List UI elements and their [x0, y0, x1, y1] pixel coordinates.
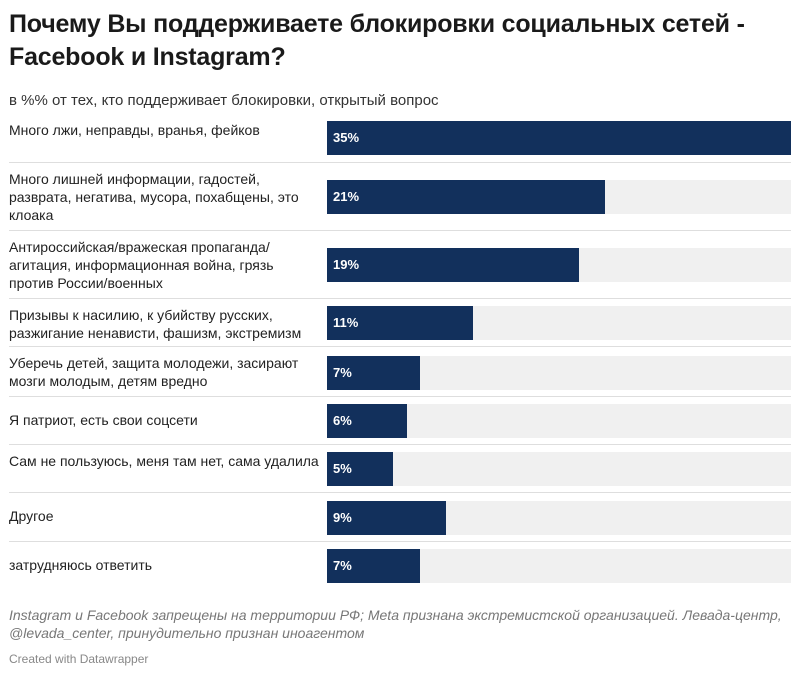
- bar-track: 7%: [327, 549, 791, 583]
- bar-track: 19%: [327, 248, 791, 282]
- category-label: Другое: [9, 508, 54, 524]
- bar: 5%: [327, 452, 393, 486]
- bar: 21%: [327, 180, 605, 214]
- bar-value-label: 9%: [333, 510, 352, 525]
- bar-track: 6%: [327, 404, 791, 438]
- bar-track: 11%: [327, 306, 791, 340]
- bar-value-label: 35%: [333, 130, 360, 145]
- category-label: Уберечь детей, защита молодежи, засирают…: [9, 355, 299, 389]
- bar-value-label: 6%: [333, 413, 352, 428]
- chart-row: Призывы к насилию, к убийству русских, р…: [9, 300, 791, 347]
- bar-track: 7%: [327, 356, 791, 390]
- category-label: Много лишней информации, гадостей, развр…: [9, 171, 299, 223]
- bar-value-label: 7%: [333, 558, 352, 573]
- chart-row: Много лжи, неправды, вранья, фейков 35%: [9, 116, 791, 163]
- category-label: Сам не пользуюсь, меня там нет, сама уда…: [9, 453, 319, 469]
- bar: 6%: [327, 404, 407, 438]
- datawrapper-credit: Created with Datawrapper: [9, 652, 149, 666]
- chart-row: Я патриот, есть свои соцсети 6%: [9, 398, 791, 445]
- category-label: Антироссийская/вражеская пропаганда/ аги…: [9, 239, 274, 291]
- bar: 11%: [327, 306, 473, 340]
- bar-track: 21%: [327, 180, 791, 214]
- bar: 7%: [327, 356, 420, 390]
- bar: 9%: [327, 501, 446, 535]
- bar-value-label: 19%: [333, 257, 360, 272]
- bar-track: 35%: [327, 121, 791, 155]
- bar: 19%: [327, 248, 579, 282]
- bar-value-label: 11%: [333, 315, 359, 330]
- bar-track: 9%: [327, 501, 791, 535]
- chart-row: Антироссийская/вражеская пропаганда/ аги…: [9, 232, 791, 299]
- chart-row: Другое 9%: [9, 494, 791, 542]
- chart-row: Сам не пользуюсь, меня там нет, сама уда…: [9, 446, 791, 493]
- bar-track: 5%: [327, 452, 791, 486]
- chart-row: затрудняюсь ответить 7%: [9, 543, 791, 589]
- category-label: Я патриот, есть свои соцсети: [9, 412, 198, 428]
- bar: 7%: [327, 549, 420, 583]
- category-label: Много лжи, неправды, вранья, фейков: [9, 122, 260, 138]
- bar: 35%: [327, 121, 791, 155]
- chart-title: Почему Вы поддерживаете блокировки социа…: [9, 10, 745, 71]
- bar-value-label: 7%: [333, 365, 352, 380]
- bar-value-label: 5%: [333, 461, 352, 476]
- chart-row: Много лишней информации, гадостей, развр…: [9, 164, 791, 231]
- chart-footnote: Instagram и Facebook запрещены на террит…: [9, 607, 782, 641]
- chart-row: Уберечь детей, защита молодежи, засирают…: [9, 348, 791, 397]
- category-label: Призывы к насилию, к убийству русских, р…: [9, 307, 302, 341]
- bar-value-label: 21%: [333, 189, 360, 204]
- chart-subtitle: в %% от тех, кто поддерживает блокировки…: [9, 92, 439, 109]
- category-label: затрудняюсь ответить: [9, 557, 153, 573]
